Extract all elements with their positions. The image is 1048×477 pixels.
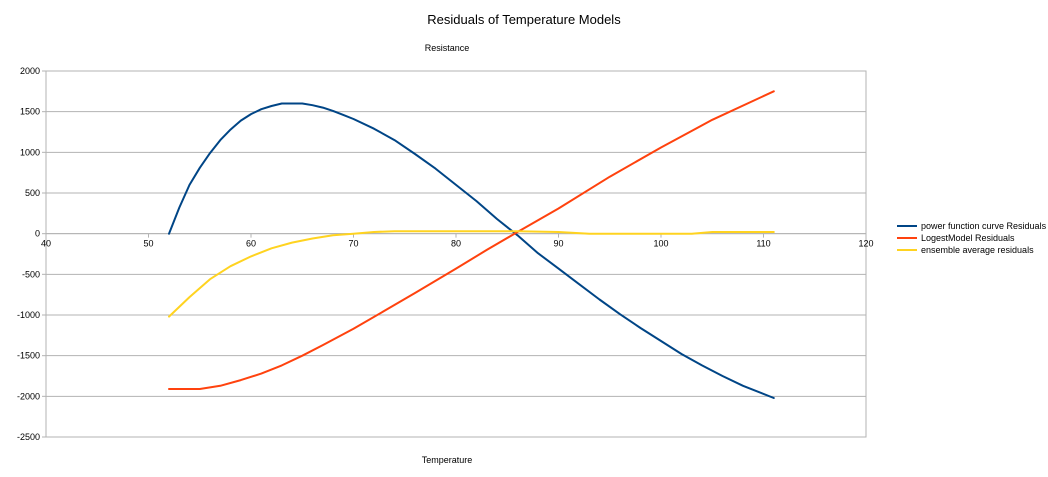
chart-title: Residuals of Temperature Models <box>427 12 621 27</box>
y-axis-ticks: 2000 1500 1000 500 0 -500 -1000 -1500 -2000 -2500 <box>17 66 46 442</box>
y-tick-label: 0 <box>35 229 40 239</box>
x-tick-label: 90 <box>553 239 563 249</box>
x-axis-title: Temperature <box>422 455 473 465</box>
series-line-3 <box>168 230 775 318</box>
x-tick-label: 110 <box>756 239 770 249</box>
x-tick-label: 120 <box>858 239 873 249</box>
y-tick-label: -500 <box>22 269 40 279</box>
legend: power function curve Residuals LogestMode… <box>897 221 1047 255</box>
y-tick-label: -2500 <box>17 432 40 442</box>
y-tick-label: -2000 <box>17 391 40 401</box>
x-tick-label: 60 <box>246 239 256 249</box>
legend-label: LogestModel Residuals <box>921 233 1015 243</box>
series-line-2 <box>168 90 775 390</box>
legend-label: power function curve Residuals <box>921 221 1047 231</box>
x-tick-label: 40 <box>41 239 51 249</box>
y-tick-label: 2000 <box>20 66 40 76</box>
x-tick-label: 70 <box>348 239 358 249</box>
legend-label: ensemble average residuals <box>921 245 1034 255</box>
y-axis-title: Resistance <box>425 43 470 53</box>
x-tick-label: 50 <box>143 239 153 249</box>
y-tick-label: -1000 <box>17 310 40 320</box>
plot-area <box>45 70 867 438</box>
series-line-1 <box>168 102 775 399</box>
y-tick-label: 1500 <box>20 107 40 117</box>
y-tick-label: 1000 <box>20 147 40 157</box>
x-tick-label: 100 <box>653 239 668 249</box>
y-tick-label: 500 <box>25 188 40 198</box>
grid-lines <box>46 70 866 438</box>
x-axis-ticks: 40 50 60 70 80 90 100 110 120 <box>41 233 874 249</box>
y-tick-label: -1500 <box>17 351 40 361</box>
series-lines <box>168 90 775 399</box>
x-tick-label: 80 <box>451 239 461 249</box>
